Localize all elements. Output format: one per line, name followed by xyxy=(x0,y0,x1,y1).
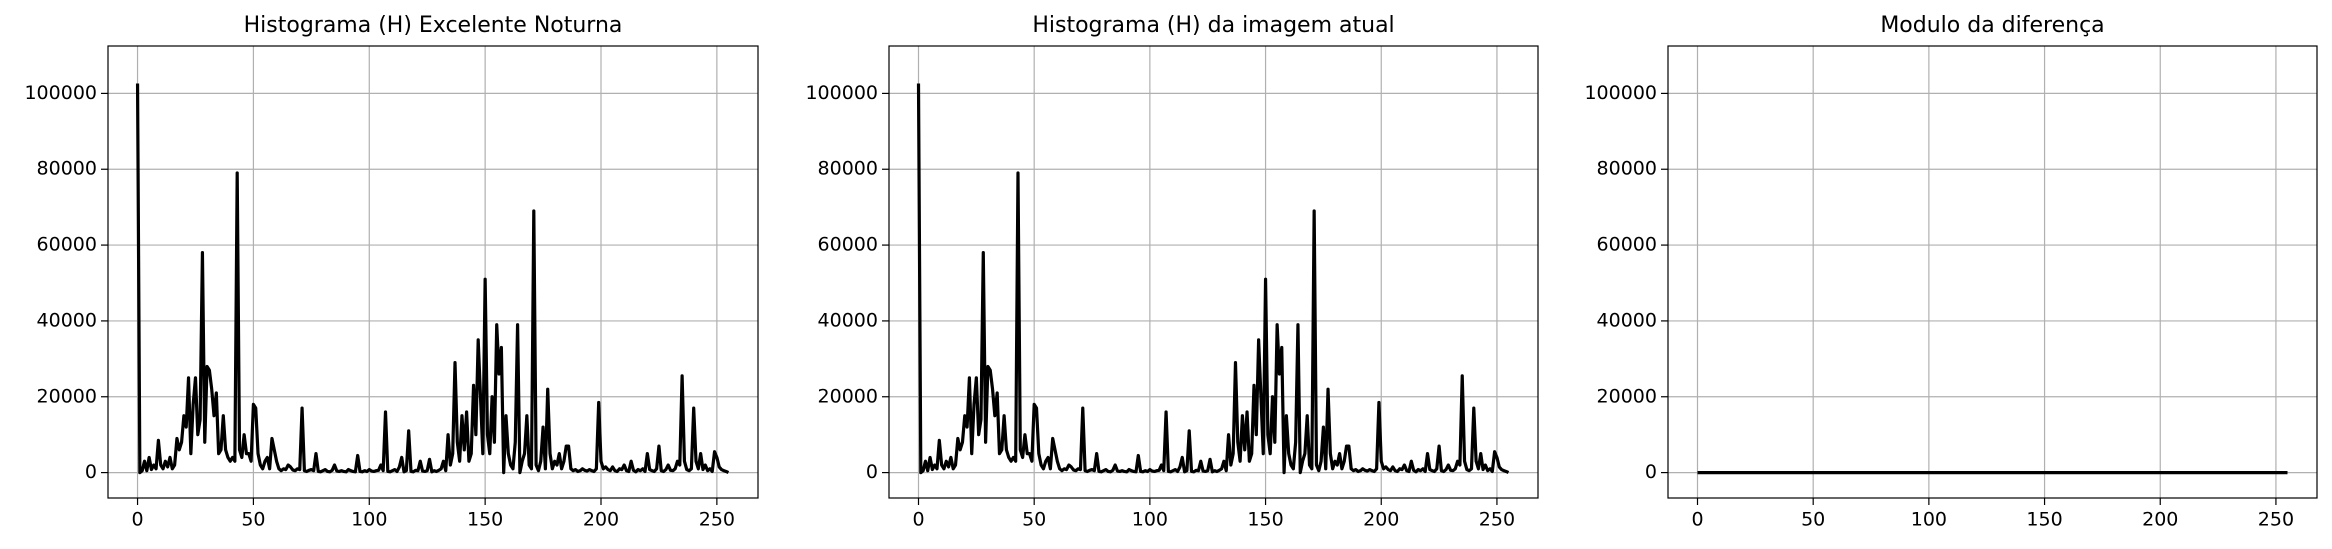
y-tick-label: 40000 xyxy=(37,309,97,331)
x-tick-label: 150 xyxy=(1247,509,1283,531)
y-tick-label: 0 xyxy=(866,461,878,483)
y-tick-label: 100000 xyxy=(805,82,878,104)
x-tick-label: 100 xyxy=(1132,509,1168,531)
y-tick-label: 80000 xyxy=(37,158,97,180)
y-tick-label: 60000 xyxy=(818,234,878,256)
x-tick-label: 250 xyxy=(699,509,735,531)
axes-frame xyxy=(888,45,1539,499)
series-line xyxy=(916,83,1510,475)
x-tick-label: 50 xyxy=(241,509,265,531)
y-tick-label: 100000 xyxy=(1584,82,1657,104)
x-tick-label: 200 xyxy=(583,509,619,531)
x-tick-label: 250 xyxy=(1479,509,1515,531)
y-tick-label: 20000 xyxy=(37,385,97,407)
y-tick-label: 20000 xyxy=(818,385,878,407)
chart-title: Histograma (H) Excelente Noturna xyxy=(244,13,623,38)
y-tick-label: 100000 xyxy=(24,82,97,104)
x-tick-label: 100 xyxy=(1911,509,1947,531)
y-tick-label: 0 xyxy=(1645,461,1657,483)
y-tick-label: 40000 xyxy=(818,309,878,331)
x-tick-label: 100 xyxy=(351,509,387,531)
chart-title: Histograma (H) da imagem atual xyxy=(1032,13,1394,38)
x-tick-label: 0 xyxy=(1691,509,1703,531)
y-tick-label: 60000 xyxy=(1597,234,1657,256)
x-tick-label: 200 xyxy=(1363,509,1399,531)
series-line xyxy=(135,83,730,475)
y-tick-label: 60000 xyxy=(37,234,97,256)
y-tick-label: 20000 xyxy=(1597,385,1657,407)
x-tick-label: 150 xyxy=(467,509,503,531)
axes-frame xyxy=(1667,45,2318,499)
x-tick-label: 150 xyxy=(2026,509,2062,531)
y-tick-label: 40000 xyxy=(1597,309,1657,331)
x-tick-label: 0 xyxy=(131,509,143,531)
y-tick-label: 80000 xyxy=(818,158,878,180)
y-tick-label: 80000 xyxy=(1597,158,1657,180)
y-tick-label: 0 xyxy=(85,461,97,483)
chart-title: Modulo da diferença xyxy=(1880,13,2104,38)
x-tick-label: 50 xyxy=(1022,509,1046,531)
x-tick-label: 0 xyxy=(912,509,924,531)
x-tick-label: 250 xyxy=(2258,509,2294,531)
x-tick-label: 50 xyxy=(1801,509,1825,531)
axes-frame xyxy=(107,45,759,499)
x-tick-label: 200 xyxy=(2142,509,2178,531)
